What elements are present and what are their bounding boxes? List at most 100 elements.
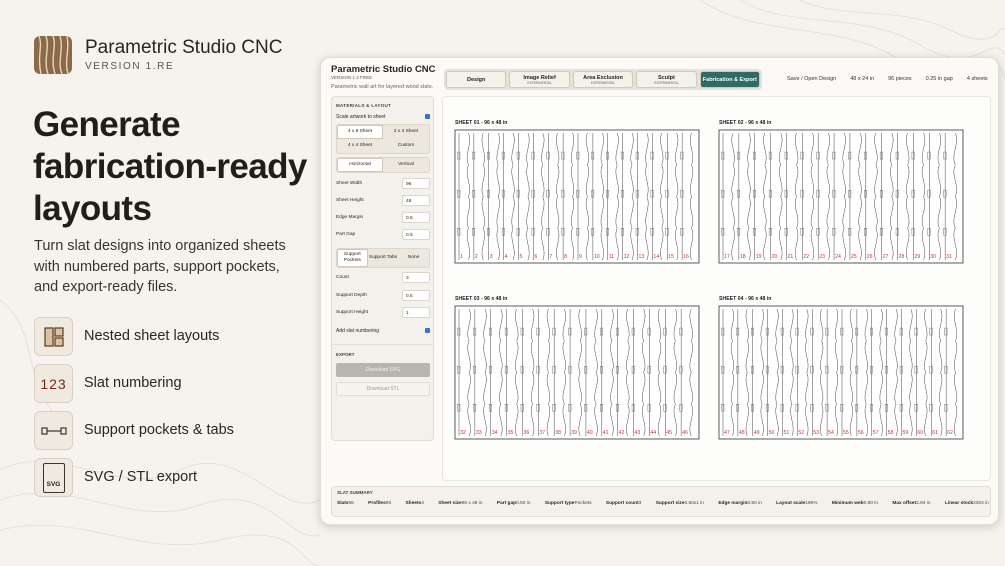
support-pocket bbox=[795, 327, 799, 336]
segment-option[interactable]: 4 x 8 Sheet bbox=[337, 125, 383, 139]
support-pocket bbox=[780, 365, 784, 374]
support-pocket bbox=[487, 189, 490, 198]
tab[interactable]: Area Exclusion EXPERIMENTAL bbox=[572, 71, 634, 88]
support-pocket bbox=[895, 189, 899, 198]
slat-number: 51 bbox=[784, 430, 790, 436]
support-pocket bbox=[504, 404, 508, 412]
slat-number: 25 bbox=[851, 254, 857, 260]
summary-label: Sheets bbox=[405, 501, 422, 506]
support-pocket bbox=[531, 228, 535, 236]
tab[interactable]: Sculpt EXPERIMENTAL bbox=[636, 71, 697, 88]
save-open-button[interactable]: Save / Open Design bbox=[787, 76, 837, 82]
support-pocket bbox=[615, 404, 619, 412]
support-pocket bbox=[944, 365, 948, 374]
support-pocket bbox=[765, 365, 769, 374]
download-stl-button[interactable]: Download STL bbox=[336, 382, 430, 396]
slat-profile bbox=[820, 308, 824, 437]
support-pocket bbox=[606, 228, 609, 236]
slat-profile bbox=[747, 132, 751, 261]
segment-option[interactable]: Vertical bbox=[398, 162, 414, 167]
app-version: VERSION 1.2 FREE bbox=[331, 75, 373, 80]
support-pocket bbox=[944, 327, 948, 336]
segment-option[interactable]: Support Tabs bbox=[368, 255, 398, 260]
slat-profile bbox=[466, 132, 470, 261]
support-pocket bbox=[884, 404, 888, 412]
support-pocket bbox=[552, 327, 556, 336]
support-pocket bbox=[765, 404, 769, 412]
support-pocket bbox=[864, 151, 867, 160]
field-input[interactable]: 96 bbox=[402, 178, 430, 189]
slat-number: 8 bbox=[564, 254, 567, 260]
field-input[interactable]: 3 bbox=[402, 272, 430, 283]
summary-label: Layout scale bbox=[776, 501, 806, 506]
support-pocket bbox=[501, 228, 505, 236]
tab[interactable]: Image Relief EXPERIMENTAL bbox=[509, 71, 570, 88]
feature-label: Nested sheet layouts bbox=[84, 328, 220, 344]
slat-profile bbox=[954, 308, 958, 437]
download-svg-button[interactable]: Download SVG bbox=[336, 363, 430, 377]
summary-label: Max offset bbox=[892, 501, 917, 506]
support-pocket bbox=[765, 327, 769, 336]
slat-number: 30 bbox=[930, 254, 936, 260]
support-pocket bbox=[472, 189, 476, 198]
support-pocket bbox=[816, 151, 820, 160]
slat-number: 61 bbox=[932, 430, 938, 436]
slat-profile bbox=[826, 132, 830, 261]
support-pocket bbox=[895, 228, 899, 236]
support-pocket bbox=[552, 404, 556, 412]
support-pocket bbox=[943, 151, 947, 160]
field-input[interactable]: 0.5 bbox=[402, 212, 430, 223]
field-label: Support Height bbox=[336, 310, 368, 315]
segment-option[interactable]: 4 x 4 Sheet bbox=[347, 143, 373, 148]
pocket-icon bbox=[40, 426, 67, 435]
segment-option[interactable]: Support Pockets bbox=[337, 249, 368, 267]
support-pocket bbox=[650, 189, 654, 198]
slat-profile bbox=[794, 132, 799, 261]
slat-profile bbox=[626, 308, 630, 437]
slat-profile bbox=[657, 308, 662, 437]
tab[interactable]: Fabrication & Export bbox=[699, 71, 761, 88]
segment-option[interactable]: 2 x 4 Sheet bbox=[393, 129, 419, 134]
slat-number: 56 bbox=[858, 430, 864, 436]
tab[interactable]: Design bbox=[446, 71, 507, 88]
feature-icon bbox=[34, 411, 73, 450]
slat-number: 6 bbox=[534, 254, 537, 260]
support-pocket bbox=[631, 327, 635, 336]
support-pocket bbox=[568, 404, 572, 412]
slat-number: 49 bbox=[754, 430, 760, 436]
slat-profile bbox=[673, 308, 677, 437]
tab-badge: EXPERIMENTAL bbox=[590, 80, 616, 85]
support-pocket bbox=[870, 404, 873, 412]
support-pocket bbox=[561, 228, 565, 236]
checkbox[interactable] bbox=[425, 328, 430, 333]
field-input[interactable]: 1 bbox=[402, 307, 430, 318]
file-icon: SVG bbox=[42, 462, 65, 493]
support-pocket bbox=[663, 404, 667, 412]
support-pocket bbox=[457, 365, 461, 374]
slat-number: 14 bbox=[653, 254, 659, 260]
support-pocket bbox=[753, 189, 756, 198]
sheet-outline bbox=[718, 129, 964, 264]
slat-profile bbox=[760, 308, 764, 437]
slat-profile bbox=[645, 132, 649, 261]
segment-option[interactable]: Custom bbox=[397, 143, 415, 148]
support-pocket bbox=[600, 365, 604, 374]
field-input[interactable]: 0.5 bbox=[402, 229, 430, 240]
slat-number: 31 bbox=[946, 254, 952, 260]
support-pocket bbox=[576, 189, 580, 198]
support-pocket bbox=[884, 327, 888, 336]
slat-number: 23 bbox=[819, 254, 825, 260]
support-pocket bbox=[927, 189, 931, 198]
field-input[interactable]: 0.5 bbox=[402, 289, 430, 301]
slat-number: 3 bbox=[490, 254, 493, 260]
segment-option[interactable]: Horizontal bbox=[337, 158, 383, 172]
checkbox[interactable] bbox=[425, 114, 430, 119]
segment-option[interactable]: None bbox=[407, 255, 420, 260]
field-input[interactable]: 48 bbox=[402, 195, 430, 206]
support-pocket bbox=[568, 365, 572, 374]
slat-number: 18 bbox=[740, 254, 746, 260]
toolbar-stat: 96 pieces bbox=[888, 76, 912, 82]
summary-item: Part gap 0.50 in bbox=[497, 501, 531, 506]
tab-badge: EXPERIMENTAL bbox=[527, 80, 552, 85]
slat-profile bbox=[515, 308, 519, 437]
